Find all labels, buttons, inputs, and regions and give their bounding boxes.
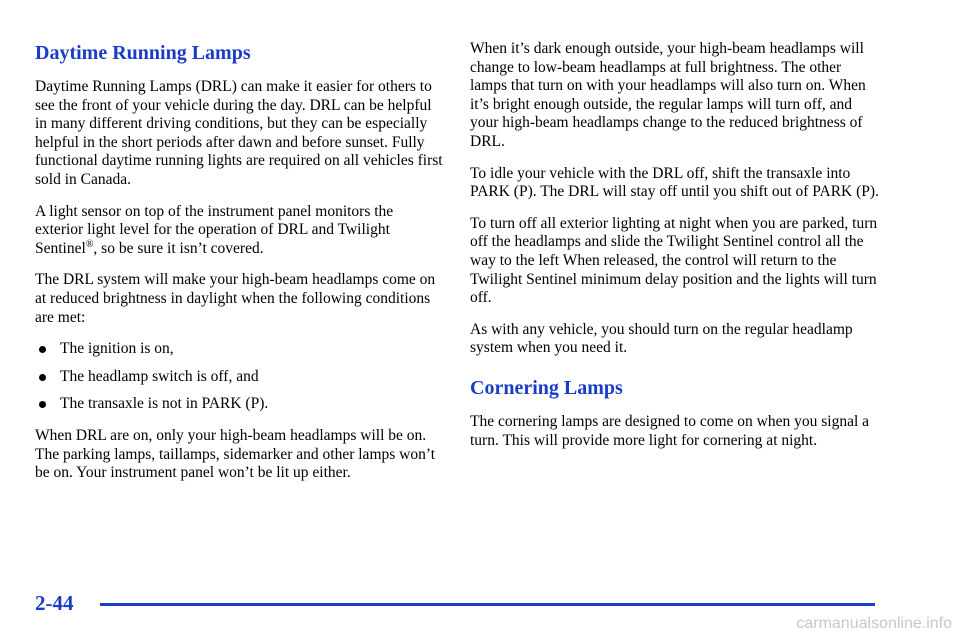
page-number: 2-44 bbox=[35, 591, 74, 615]
bullet-item: The headlamp switch is off, and bbox=[35, 368, 445, 387]
left-column: Daytime Running Lamps Daytime Running La… bbox=[35, 40, 445, 496]
paragraph: A light sensor on top of the instrument … bbox=[35, 203, 445, 259]
paragraph: When it’s dark enough outside, your high… bbox=[470, 40, 866, 150]
paragraph: To turn off all exterior lighting at nig… bbox=[470, 214, 878, 307]
heading: Cornering Lamps bbox=[470, 376, 623, 399]
paragraph: As with any vehicle, you should turn on … bbox=[470, 320, 853, 357]
text: A light sensor on top of the instrument … bbox=[35, 202, 394, 257]
heading: Daytime Running Lamps bbox=[35, 42, 251, 64]
bullet-item: The ignition is on, bbox=[35, 340, 445, 359]
paragraph: The cornering lamps are designed to come… bbox=[470, 412, 870, 449]
paragraph: When DRL are on, only your high-beam hea… bbox=[35, 426, 436, 482]
text: , so be sure it isn’t covered. bbox=[93, 239, 264, 257]
watermark: carmanualsonline.info bbox=[796, 615, 952, 632]
paragraph: To idle your vehicle with the DRL off, s… bbox=[470, 164, 879, 201]
superscript: ® bbox=[85, 238, 94, 250]
right-column: When it’s dark enough outside, your high… bbox=[470, 40, 880, 463]
paragraph: Daytime Running Lamps (DRL) can make it … bbox=[35, 78, 443, 188]
bullet-item: The transaxle is not in PARK (P). bbox=[35, 395, 445, 414]
paragraph: The DRL system will make your high-beam … bbox=[35, 271, 436, 326]
footer-rule bbox=[100, 603, 875, 606]
